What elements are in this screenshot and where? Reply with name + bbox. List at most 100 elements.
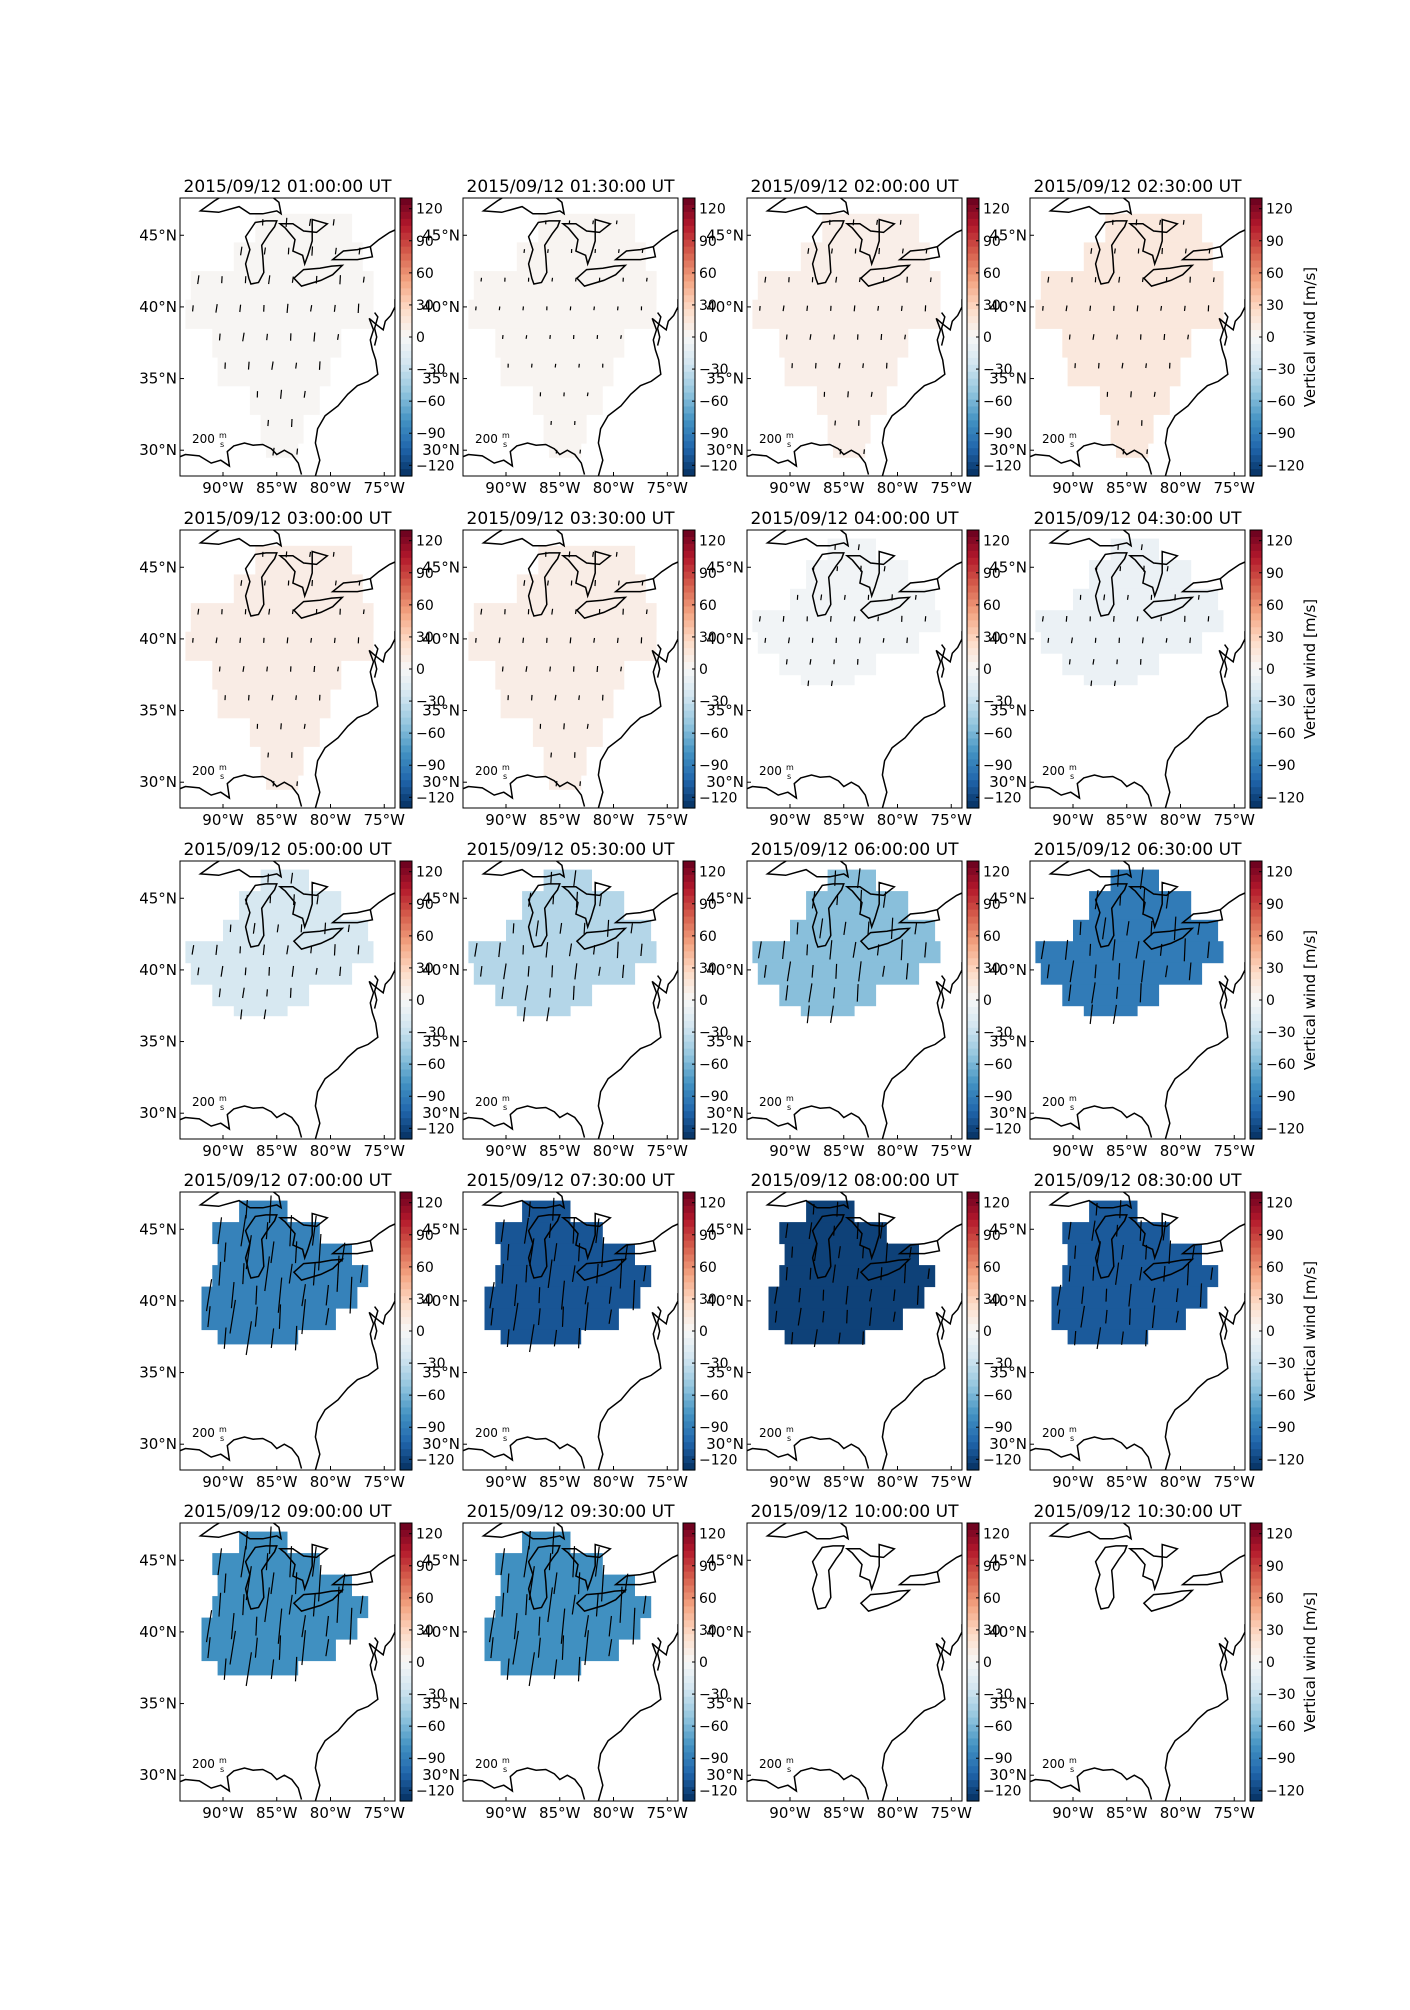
coastline bbox=[656, 1306, 662, 1340]
colorbar-segment bbox=[967, 1599, 979, 1607]
wind-arrow bbox=[480, 966, 483, 977]
colorbar-segment bbox=[400, 881, 412, 890]
wind-arrow bbox=[787, 637, 790, 644]
colorbar-segment bbox=[683, 1386, 695, 1395]
coastline bbox=[1219, 229, 1245, 248]
colorbar-segment bbox=[967, 1759, 979, 1767]
colorbar-segment bbox=[400, 965, 412, 973]
colorbar-tick-label: −60 bbox=[699, 1719, 729, 1735]
colorbar-segment bbox=[967, 1738, 979, 1746]
lake-outline bbox=[1048, 1523, 1133, 1541]
scale-unit-bottom: s bbox=[503, 1434, 507, 1443]
wind-arrow bbox=[1212, 277, 1215, 283]
coastline bbox=[1164, 961, 1245, 1139]
colorbar-segment bbox=[1250, 1062, 1262, 1071]
wind-arrow bbox=[223, 1327, 227, 1349]
colorbar-tick-label: 30 bbox=[983, 298, 1001, 314]
lake-outline bbox=[1048, 1192, 1133, 1210]
colorbar-segment bbox=[967, 1310, 979, 1318]
wind-arrow bbox=[523, 1545, 530, 1578]
coastlines bbox=[180, 861, 395, 1139]
colorbar-tick-label: 120 bbox=[416, 1527, 443, 1543]
wind-arrow bbox=[622, 964, 625, 978]
colorbar-segment bbox=[683, 1435, 695, 1443]
colorbar-segment bbox=[683, 1358, 695, 1367]
colorbar-segment bbox=[683, 759, 695, 767]
colorbar-tick-label: −120 bbox=[1266, 458, 1304, 474]
colorbar-segment bbox=[1250, 675, 1262, 684]
scale-unit-bottom: s bbox=[1070, 772, 1074, 781]
coverage-cell bbox=[516, 574, 646, 604]
colorbar-segment bbox=[683, 309, 695, 317]
wind-arrow bbox=[308, 218, 312, 226]
colorbar-segment bbox=[967, 682, 979, 691]
colorbar-segment bbox=[683, 861, 695, 869]
colorbar-segment bbox=[683, 1048, 695, 1057]
colorbar-tick-label: 120 bbox=[1266, 865, 1293, 881]
colorbar-segment bbox=[400, 441, 412, 449]
colorbar-segment bbox=[400, 1289, 412, 1297]
colorbar-segment bbox=[400, 780, 412, 788]
colorbar-segment bbox=[683, 979, 695, 987]
wind-coverage bbox=[185, 213, 374, 458]
wind-arrow bbox=[811, 890, 816, 909]
wind-arrow bbox=[595, 1592, 599, 1617]
colorbar-segment bbox=[400, 1000, 412, 1008]
lake-outline bbox=[613, 1570, 657, 1586]
wind-arrow bbox=[523, 1217, 529, 1244]
colorbar-tick-label: 60 bbox=[1266, 1260, 1284, 1276]
panel-title: 2015/09/12 03:30:00 UT bbox=[467, 509, 676, 529]
wind-coverage bbox=[752, 213, 941, 458]
lake-outline bbox=[613, 908, 657, 924]
colorbar-segment bbox=[1250, 599, 1262, 608]
wind-arrow bbox=[523, 580, 526, 586]
colorbar-tick-label: −120 bbox=[416, 790, 454, 806]
colorbar-segment bbox=[1250, 696, 1262, 705]
colorbar-segment bbox=[683, 267, 695, 276]
colorbar-tick-label: 120 bbox=[1266, 1196, 1293, 1212]
coverage-cell bbox=[1083, 242, 1213, 272]
scale-unit-bottom: s bbox=[1070, 1103, 1074, 1112]
colorbar-segment bbox=[967, 427, 979, 435]
lake-outline bbox=[575, 264, 628, 287]
wind-arrow bbox=[312, 1592, 316, 1617]
wind-arrow bbox=[900, 939, 903, 961]
colorbar-segment bbox=[1250, 469, 1262, 477]
scale-value: 200 bbox=[1042, 1095, 1065, 1109]
scale-value: 200 bbox=[475, 1095, 498, 1109]
wind-arrow bbox=[568, 943, 573, 957]
colorbar-segment bbox=[967, 1710, 979, 1719]
wind-arrow bbox=[333, 944, 336, 956]
coastline bbox=[369, 561, 395, 580]
colorbar-segment bbox=[967, 1675, 979, 1684]
lake-outline bbox=[560, 218, 612, 267]
colorbar-segment bbox=[1250, 759, 1262, 767]
wind-arrow bbox=[336, 1255, 340, 1292]
colorbar-segment bbox=[400, 641, 412, 649]
colorbar-segment bbox=[400, 1310, 412, 1318]
lake-outline bbox=[811, 1214, 845, 1279]
scale-unit-bottom: s bbox=[220, 772, 224, 781]
colorbar-segment bbox=[400, 1710, 412, 1719]
colorbar-segment bbox=[967, 620, 979, 628]
colorbar-segment bbox=[400, 944, 412, 952]
colorbar-tick-label: −90 bbox=[699, 426, 729, 442]
colorbar-segment bbox=[400, 1550, 412, 1559]
wind-arrow bbox=[336, 1586, 340, 1623]
colorbar-segment bbox=[400, 1414, 412, 1422]
colorbar-segment bbox=[683, 585, 695, 594]
scale-value: 200 bbox=[1042, 764, 1065, 778]
colorbar-segment bbox=[967, 787, 979, 795]
wind-arrow bbox=[1069, 960, 1075, 983]
wind-arrow bbox=[341, 1242, 346, 1262]
wind-arrow bbox=[584, 1302, 589, 1332]
colorbar-segment bbox=[683, 1275, 695, 1283]
colorbar-segment bbox=[967, 448, 979, 456]
colorbar-segment bbox=[400, 1090, 412, 1098]
wind-arrow bbox=[525, 335, 528, 339]
arrow-scale-label: 200 ms bbox=[759, 1425, 794, 1443]
colorbar-segment bbox=[967, 413, 979, 421]
colorbar-segment bbox=[1250, 1275, 1262, 1283]
